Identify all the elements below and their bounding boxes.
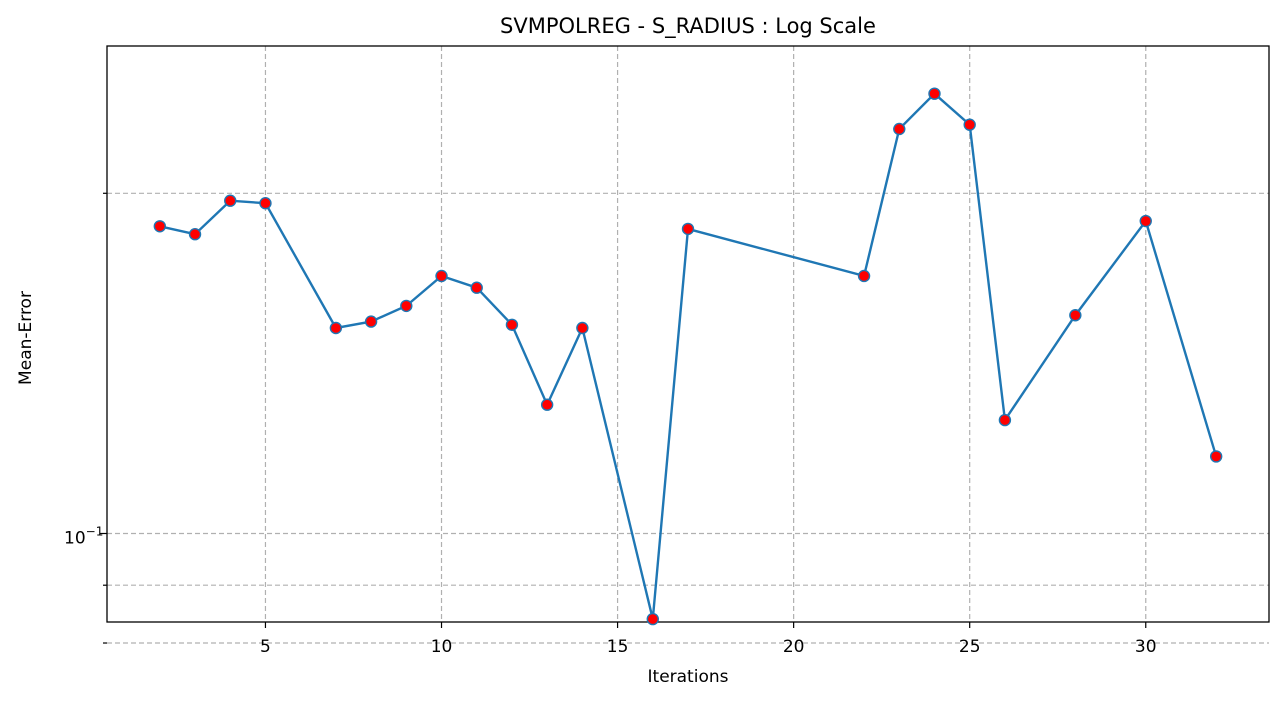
data-point — [857, 269, 871, 283]
data-point — [681, 222, 695, 236]
data-point — [329, 321, 343, 335]
x-tick-label: 30 — [1135, 637, 1157, 657]
data-point — [928, 87, 941, 100]
data-point — [998, 413, 1012, 427]
data-point — [893, 122, 906, 136]
tick-layer: 5 10 15 20 25 30 10−1 — [64, 192, 1157, 657]
data-point — [224, 194, 237, 207]
data-point — [153, 220, 167, 233]
plot-frame — [106, 45, 1270, 623]
grid-layer — [107, 46, 1269, 644]
series-layer — [153, 87, 1223, 626]
y-tick-label: 10−1 — [64, 524, 103, 548]
data-point — [963, 118, 976, 131]
data-point — [435, 269, 448, 283]
x-tick-label: 15 — [607, 637, 629, 657]
data-point — [470, 281, 483, 294]
chart-title: SVMPOLREG - S_RADIUS : Log Scale — [500, 14, 876, 39]
x-tick-label: 20 — [783, 637, 805, 657]
data-point — [259, 197, 272, 210]
y-axis-label: Mean-Error — [16, 291, 36, 385]
data-point — [1069, 309, 1082, 322]
x-tick-label: 5 — [260, 637, 271, 657]
series-line — [159, 92, 1218, 620]
x-axis-label: Iterations — [648, 667, 729, 687]
data-point — [576, 321, 589, 335]
x-tick-label: 10 — [431, 637, 453, 657]
data-point — [1209, 450, 1223, 463]
data-point — [505, 318, 519, 331]
x-tick-label: 25 — [959, 637, 981, 657]
data-point — [400, 299, 413, 313]
data-point — [364, 315, 378, 328]
data-point — [188, 228, 202, 241]
data-point — [540, 398, 554, 411]
data-point — [1139, 214, 1152, 228]
data-point — [646, 612, 659, 626]
